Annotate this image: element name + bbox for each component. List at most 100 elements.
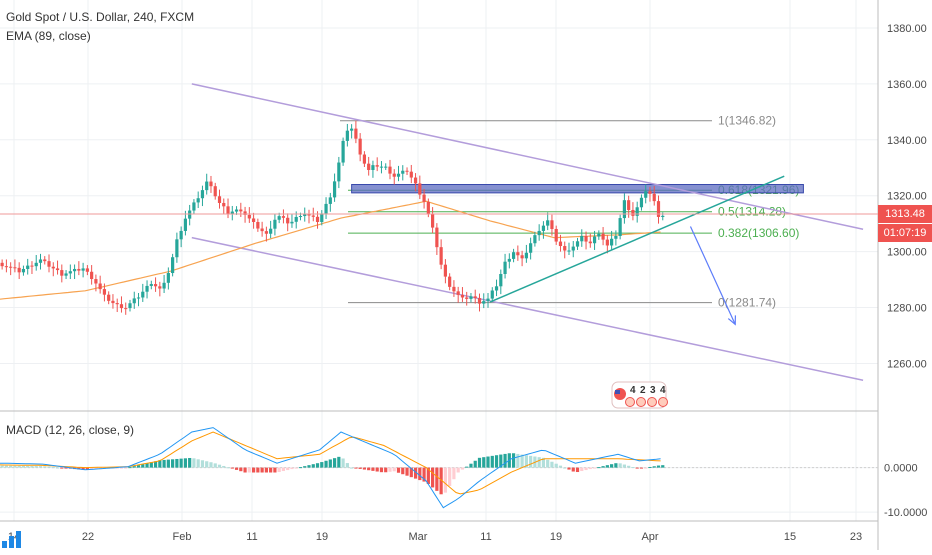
macd-histogram-bar [627,465,631,468]
macd-histogram-bar [482,457,486,468]
candle-body [439,247,443,265]
macd-histogram-bar [503,453,507,468]
macd-histogram-bar [546,459,550,468]
macd-histogram-bar [251,467,256,473]
macd-histogram-bar [605,465,609,468]
macd-histogram-bar [17,465,21,468]
macd-histogram-bar [499,454,503,468]
candle-body [64,273,68,276]
arrow-shaft [689,226,736,325]
ascending-trendline[interactable] [489,175,785,303]
macd-histogram-bar [222,465,226,468]
macd-histogram-bar [55,467,60,469]
candle-body [601,233,605,240]
candle-body [38,259,43,263]
macd-histogram-bar [320,462,324,468]
candle-body [281,216,286,218]
candle-body [85,268,89,272]
candlesticks [0,120,665,315]
candle-body [94,279,98,284]
macd-histogram-bar [644,467,648,469]
macd-histogram-bar [260,467,264,473]
macd-histogram-bar [337,456,341,468]
candle-body [141,291,145,298]
time-tick-label: Feb [173,531,192,543]
signal-line [0,431,661,495]
price-axis[interactable]: 1260.00 1280.00 1300.00 1320.00 1340.00 1360.… [884,23,927,519]
macd-histogram-bar [307,465,311,468]
macd-histogram-bar [362,467,367,470]
time-axis[interactable]: 1422Feb1119Mar1119Apr1523 [8,531,862,543]
macd-histogram-bar [618,463,622,468]
candle-body [102,289,107,295]
candle-body [307,214,311,216]
candle-body [614,235,618,239]
macd-histogram-bar [158,460,162,468]
candle-body [627,200,631,210]
candle-body [149,284,153,286]
descending-channel[interactable] [191,83,864,381]
macd-histogram-bar [567,467,571,470]
resistance-zone[interactable] [351,184,804,194]
candle-body [43,259,47,262]
macd-histogram-bar [217,464,222,468]
time-tick-label: 19 [550,531,562,543]
candle-body [499,274,503,287]
candle-body [90,271,94,280]
macd-histogram-bar [396,467,401,473]
macd-histogram-bar [413,467,418,479]
candle-body [47,261,51,267]
candle-body [592,236,597,244]
macd-histogram-bar [171,459,175,468]
macd-histogram-bar [448,467,452,486]
candle-body [243,211,247,215]
candle-body [226,206,230,214]
macd-histogram-bar [183,458,188,468]
price-tick-label: 1340.00 [887,135,927,147]
macd-histogram-bar [205,461,209,468]
candle-body [217,196,222,203]
candle-body [298,216,303,218]
macd-histogram-bar [64,467,68,469]
macd-histogram-bar [247,467,251,473]
macd-histogram-bar [418,467,422,481]
candle-body [448,276,452,287]
arrow-head [727,315,737,326]
candle-body [162,282,166,289]
macd-histogram-bar [209,462,213,468]
macd-histogram-bar [311,464,315,468]
macd-histogram-bar [422,467,426,482]
macd-histogram-bar [303,466,307,468]
macd-histogram-bar [239,467,243,472]
macd-histogram-bar [200,460,205,468]
macd-histogram-bar [234,467,239,470]
candle-body [34,262,38,267]
macd-histogram-bar [648,467,652,469]
time-tick-label: 23 [850,531,862,543]
macd-histogram-bar [435,467,439,491]
macd-histogram-bar [477,457,482,468]
macd-histogram-bar [188,457,192,468]
macd-histogram-bar [635,467,639,469]
candle-body [51,266,55,269]
candle-body [584,235,588,242]
candle-body [256,221,260,229]
candle-body [251,218,256,222]
candle-body [418,183,422,195]
badge-count: 2 [640,385,646,396]
event-icon [647,397,657,407]
fibonacci-retracement[interactable]: 1(1346.82)0.618(1321.96)0.5(1314.28)0.38… [340,114,799,310]
projection-arrow[interactable] [689,226,737,326]
macd-histogram-bar [520,454,524,468]
macd-line [0,427,661,509]
candle-body [490,290,494,299]
macd-histogram-bar [294,467,298,469]
macd-histogram-bar [597,467,601,469]
macd-histogram-bar [656,465,661,468]
candle-body [273,219,277,229]
candle-body [431,213,435,228]
candle-body [153,284,158,287]
candle-body [60,270,64,276]
